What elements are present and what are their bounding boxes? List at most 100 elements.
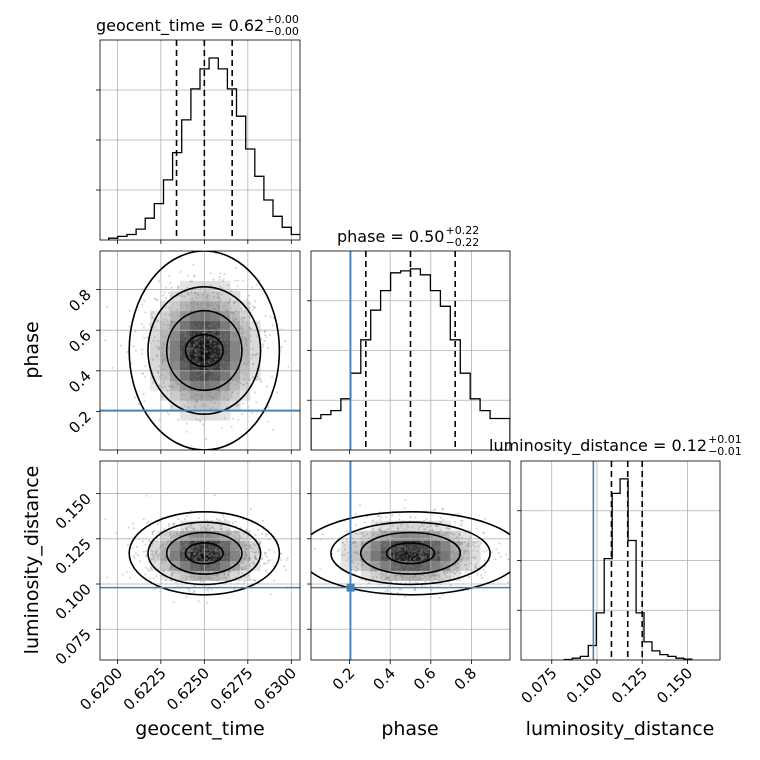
sample-point: [386, 588, 389, 591]
sample-point: [173, 557, 176, 560]
sample-point: [221, 561, 224, 564]
sample-point: [185, 333, 188, 336]
sample-point: [214, 339, 217, 342]
sample-point: [233, 557, 236, 560]
density-cell: [210, 300, 221, 312]
sample-point: [455, 536, 458, 539]
sample-point: [197, 544, 199, 547]
sample-point: [147, 520, 150, 523]
histogram-geocent_time: [108, 40, 300, 240]
sample-point: [392, 552, 395, 555]
contour-level: [184, 333, 224, 368]
sample-point: [313, 547, 316, 550]
density-cell: [230, 380, 241, 391]
tick-label-y-phase: 0.6: [65, 326, 95, 356]
density-cell: [180, 560, 191, 571]
sample-point: [215, 566, 218, 569]
density-cell: [200, 340, 211, 351]
sample-point: [198, 339, 201, 342]
density-cell: [170, 540, 181, 551]
sample-point: [381, 572, 384, 575]
sample-point: [228, 301, 231, 304]
sample-point: [202, 374, 205, 377]
sample-point: [229, 297, 232, 300]
sample-point: [180, 365, 183, 368]
sample-point: [197, 563, 200, 566]
sample-point: [251, 550, 254, 553]
sample-point: [285, 559, 288, 562]
sample-point: [386, 563, 389, 566]
sample-point: [194, 406, 197, 409]
sample-point: [217, 296, 220, 299]
sample-point: [186, 528, 189, 531]
sample-point: [447, 559, 450, 562]
sample-point: [195, 358, 198, 361]
sample-point: [402, 566, 405, 569]
sample-point: [354, 541, 357, 544]
sample-point: [426, 526, 429, 528]
sample-point: [214, 548, 217, 551]
sample-point: [423, 565, 426, 568]
sample-point: [214, 322, 217, 325]
tick-marks: [96, 89, 688, 664]
sample-point: [195, 398, 198, 401]
sample-point: [180, 545, 182, 548]
sample-point: [222, 544, 225, 547]
sample-point: [227, 386, 230, 389]
sample-point: [228, 376, 230, 379]
sample-point: [432, 539, 435, 542]
sample-point: [365, 551, 368, 554]
density-cell: [250, 330, 261, 341]
density-cell: [210, 290, 221, 302]
sample-point: [207, 312, 209, 315]
sample-point: [204, 550, 207, 553]
sample-point: [195, 354, 198, 357]
sample-point: [197, 352, 200, 355]
sample-point: [241, 324, 244, 327]
sample-point: [185, 542, 188, 545]
sample-point: [404, 596, 407, 599]
sample-point: [226, 371, 229, 374]
sample-point: [245, 564, 247, 567]
sample-point: [169, 294, 172, 297]
sample-point: [162, 343, 165, 346]
sample-point: [255, 550, 258, 553]
sample-point: [237, 323, 240, 326]
tick-label-x-phase: 0.6: [410, 664, 440, 694]
title-plus: +0.00: [265, 13, 299, 26]
sample-point: [200, 338, 203, 341]
sample-point: [195, 368, 197, 371]
sample-point: [197, 380, 200, 383]
sample-point: [468, 539, 470, 542]
sample-point: [145, 522, 148, 524]
sample-point: [209, 394, 212, 397]
sample-point: [176, 383, 179, 386]
sample-point: [409, 552, 411, 555]
sample-point: [397, 527, 400, 530]
sample-point: [232, 417, 235, 420]
sample-point: [189, 349, 192, 352]
sample-point: [244, 544, 247, 547]
sample-point: [400, 544, 403, 547]
sample-point: [393, 565, 395, 568]
sample-point: [229, 555, 231, 558]
density-cell: [210, 410, 221, 421]
sample-point: [421, 574, 424, 576]
sample-point: [221, 561, 224, 564]
sample-point: [205, 568, 207, 571]
sample-point: [197, 331, 200, 334]
sample-point: [230, 391, 233, 394]
sample-point: [196, 394, 199, 397]
sample-point: [181, 550, 184, 553]
sample-point: [403, 534, 406, 537]
sample-point: [382, 562, 385, 564]
sample-point: [404, 557, 407, 560]
sample-point: [477, 545, 480, 548]
sample-point: [240, 309, 243, 312]
sample-point: [164, 555, 167, 558]
sample-point: [237, 328, 240, 330]
sample-point: [185, 364, 188, 366]
sample-point: [188, 317, 191, 320]
sample-point: [413, 554, 416, 556]
sample-point: [213, 557, 216, 560]
